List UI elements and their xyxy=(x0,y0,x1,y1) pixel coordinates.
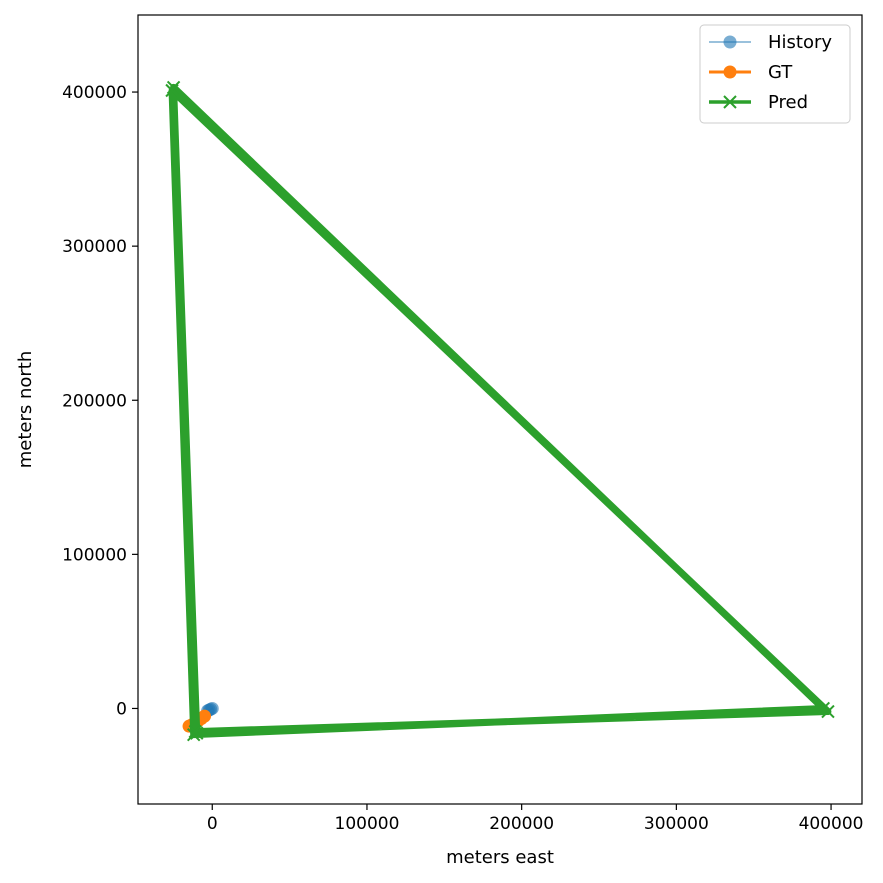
legend-marker xyxy=(723,65,737,79)
y-tick-label: 100000 xyxy=(62,545,127,565)
x-marker xyxy=(821,704,835,719)
legend: History GT Pred xyxy=(699,24,851,124)
x-marker xyxy=(186,727,201,742)
axes: 0 100000 200000 300000 400000 0 100000 200000 30… xyxy=(62,14,864,834)
series-point-pred xyxy=(165,83,179,98)
x-tick-label: 400000 xyxy=(799,814,864,834)
series-line-pred xyxy=(168,83,832,739)
x-marker xyxy=(166,80,181,95)
series-point-pred xyxy=(188,724,202,739)
x-tick-label: 0 xyxy=(207,814,218,834)
legend-item-pred: Pred xyxy=(709,92,808,113)
plot-area xyxy=(165,80,835,742)
legend-item-history: History xyxy=(709,32,832,53)
x-marker xyxy=(188,724,202,739)
legend-label: Pred xyxy=(768,92,808,113)
plot-frame xyxy=(137,14,863,805)
y-tick-label: 300000 xyxy=(62,237,127,257)
x-marker xyxy=(165,83,179,98)
series-point-pred xyxy=(186,727,201,742)
legend-label: GT xyxy=(768,62,793,83)
legend-item-gt: GT xyxy=(709,62,793,83)
legend-marker xyxy=(723,35,737,49)
legend-box xyxy=(699,24,851,124)
x-axis-label: meters east xyxy=(446,847,554,868)
y-tick-label: 200000 xyxy=(62,391,127,411)
legend-marker xyxy=(723,95,737,109)
x-tick-label: 300000 xyxy=(644,814,709,834)
y-tick-label: 400000 xyxy=(62,83,127,103)
x-tick-label: 100000 xyxy=(335,814,400,834)
series-point-pred xyxy=(166,80,181,95)
series-point-pred xyxy=(821,704,835,719)
y-tick-label: 0 xyxy=(116,699,127,719)
y-axis-label: meters north xyxy=(15,351,36,469)
legend-label: History xyxy=(768,32,832,53)
x-tick-label: 200000 xyxy=(489,814,554,834)
